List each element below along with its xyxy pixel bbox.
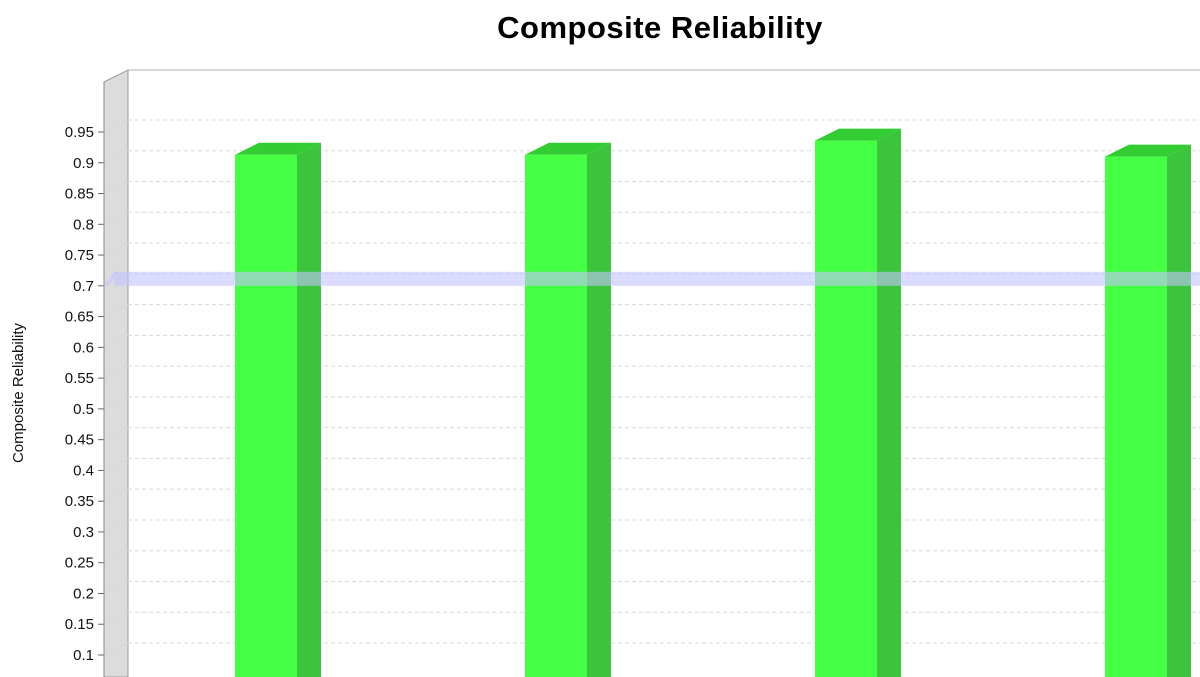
gridline-side [103, 611, 129, 625]
y-tick-label: 0.3 [73, 524, 94, 541]
y-tick-label: 0.35 [65, 493, 94, 510]
y-axis-title: Composite Reliability [10, 322, 27, 463]
y-tick-label: 0.4 [73, 462, 94, 479]
threshold-band [114, 271, 1200, 286]
gridline-side [103, 211, 129, 225]
y-tick-label: 0.8 [73, 216, 94, 233]
bar-front [815, 140, 877, 677]
bar [525, 142, 611, 677]
bar [235, 142, 321, 677]
gridline-side [103, 550, 129, 564]
gridline-side [103, 334, 129, 348]
bar-side [1167, 144, 1191, 677]
gridline-side [103, 457, 129, 471]
gridline-side [103, 304, 129, 318]
gridline-side [103, 181, 129, 194]
gridline-side [103, 150, 129, 164]
y-tick-label: 0.2 [73, 585, 94, 602]
bar-top [525, 142, 611, 155]
bar-front [235, 154, 297, 677]
y-tick-label: 0.45 [65, 432, 94, 449]
y-tick-label: 0.15 [65, 616, 94, 633]
y-tick-label: 0.1 [73, 647, 94, 664]
y-tick-label: 0.55 [65, 370, 94, 387]
y-tick-label: 0.25 [65, 555, 94, 572]
bar-side [587, 142, 611, 677]
bar-top [235, 142, 321, 155]
bar [1105, 144, 1191, 677]
y-tick-label: 0.9 [73, 155, 94, 172]
gridline-side [103, 242, 129, 256]
gridline-side [103, 642, 129, 656]
gridline-side [103, 427, 129, 441]
bar-side [297, 142, 321, 677]
bar-front [525, 154, 587, 677]
bar-side [877, 128, 901, 677]
chart-title: Composite Reliability [497, 10, 823, 45]
bar-top [1105, 144, 1191, 157]
y-tick-label: 0.7 [73, 278, 94, 295]
gridline-side [103, 581, 129, 594]
y-tick-label: 0.75 [65, 247, 94, 264]
gridline-side [103, 396, 129, 410]
y-tick-label: 0.6 [73, 339, 94, 356]
y-tick-label: 0.65 [65, 309, 94, 326]
bar-front [1105, 156, 1167, 677]
bar [815, 128, 901, 677]
y-tick-label: 0.5 [73, 401, 94, 418]
threshold-band-edge [104, 271, 118, 286]
gridline-side [103, 488, 129, 502]
y-tick-label: 0.95 [65, 124, 94, 141]
gridline-side [103, 519, 129, 533]
gridline-side [103, 365, 129, 379]
gridline-side [103, 119, 129, 133]
y-tick-label: 0.85 [65, 186, 94, 203]
bar-top [815, 128, 901, 141]
